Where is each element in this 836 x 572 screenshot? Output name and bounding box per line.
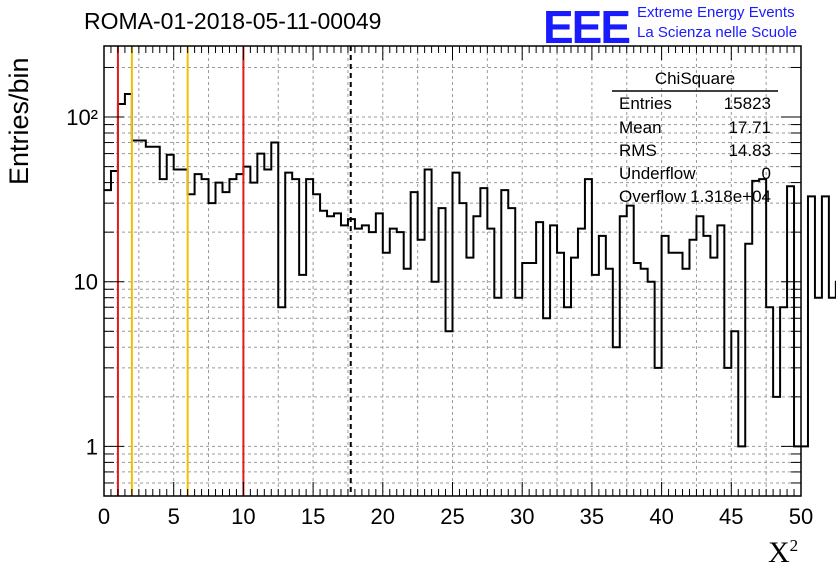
stats-label: Overflow (619, 187, 687, 206)
stats-label: Mean (619, 118, 662, 137)
stats-value: 0 (761, 164, 771, 183)
stats-row-mean: Mean 17.71 (619, 118, 771, 140)
stats-row-underflow: Underflow 0 (619, 164, 771, 186)
x-tick-label: 25 (440, 504, 464, 529)
x-tick-label: 30 (510, 504, 534, 529)
stats-row-rms: RMS 14.83 (619, 141, 771, 163)
x-axis-label: X2 (768, 536, 799, 569)
stats-value: 14.83 (728, 141, 771, 160)
stats-label: Underflow (619, 164, 696, 183)
eee-logo: EEE (543, 1, 631, 53)
x-tick-label: 50 (789, 504, 813, 529)
chart-title: ROMA-01-2018-05-11-00049 (84, 8, 382, 34)
x-tick-label: 20 (371, 504, 395, 529)
stats-row-entries: Entries 15823 (619, 94, 771, 116)
x-tick-label: 40 (649, 504, 673, 529)
stats-value: 15823 (723, 94, 771, 113)
stats-box-title: ChiSquare (654, 69, 736, 88)
stats-label: Entries (619, 94, 672, 113)
stats-value: 1.318e+04 (690, 187, 771, 206)
logo-line-1: Extreme Energy Events (637, 4, 795, 21)
x-tick-label: 15 (301, 504, 325, 529)
x-tick-label: 5 (168, 504, 180, 529)
logo-line-2: La Scienza nelle Scuole (637, 24, 798, 41)
y-tick-label: 1 (86, 434, 98, 459)
y-tick-label: 10 (74, 270, 98, 295)
x-tick-label: 35 (580, 504, 604, 529)
stats-row-overflow: Overflow 1.318e+04 (619, 187, 771, 209)
x-tick-label: 0 (98, 504, 110, 529)
stats-label: RMS (619, 141, 657, 160)
x-tick-label: 45 (719, 504, 743, 529)
stats-value: 17.71 (728, 118, 771, 137)
y-axis-label: Entries/bin (4, 57, 34, 185)
x-tick-label: 10 (231, 504, 255, 529)
histogram-series (104, 93, 836, 448)
y-tick-label: 10² (66, 105, 98, 130)
